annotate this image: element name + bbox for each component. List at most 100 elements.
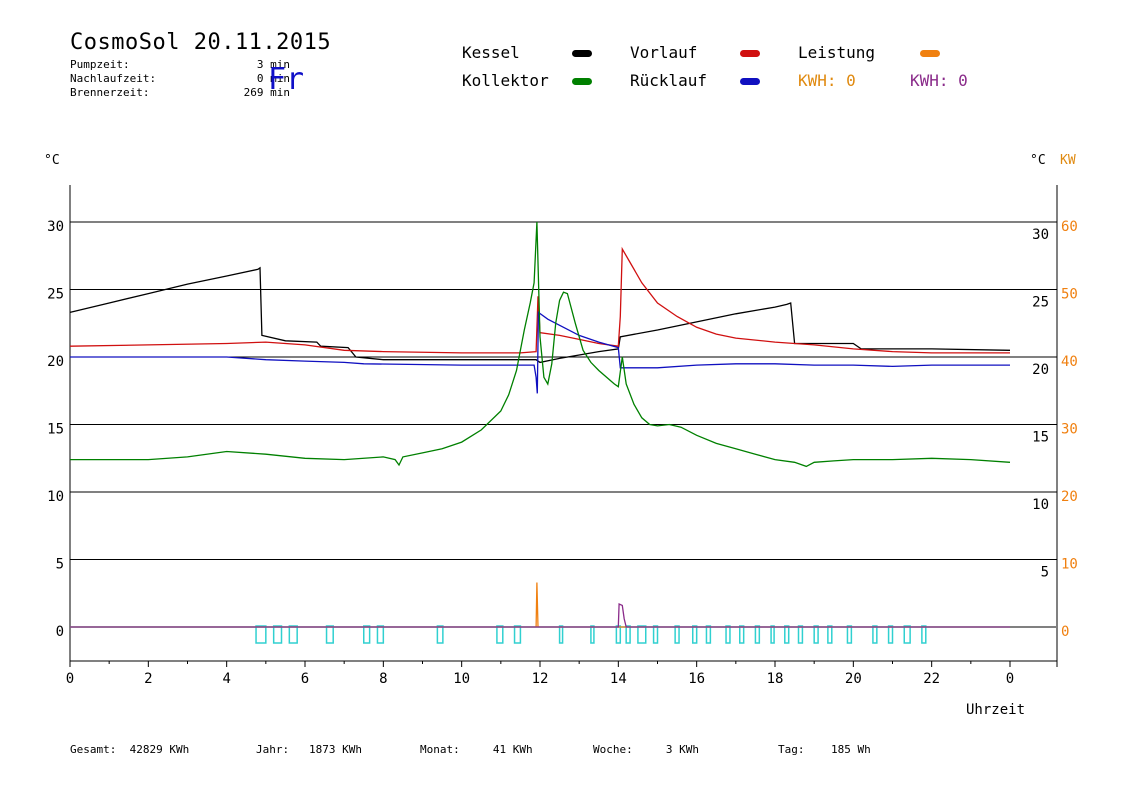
footer-label: Tag:	[778, 743, 805, 756]
pump-pulse	[625, 625, 631, 644]
info-label: Brennerzeit:	[70, 86, 150, 99]
series-rcklauf	[70, 311, 1010, 394]
legend-vorlauf: Vorlauf	[630, 43, 698, 62]
pump-pulse	[705, 625, 712, 644]
y-tick-label-left: 30	[47, 219, 64, 235]
x-tick-label: 2	[144, 671, 152, 687]
pump-pulse	[813, 625, 819, 644]
pump-pulse	[872, 625, 878, 644]
y-tick-label-right: 10	[1032, 497, 1049, 513]
legend-kessel-swatch	[572, 50, 592, 57]
pump-pulse	[272, 625, 283, 644]
pump-pulse	[376, 625, 385, 644]
x-tick-label: 4	[222, 671, 230, 687]
legend-kwh-leistung: KWH: 0	[798, 71, 856, 90]
x-tick-label: 0	[66, 671, 74, 687]
pump-pulse	[739, 625, 745, 644]
y-tick-label-right: 20	[1032, 362, 1049, 378]
chart-title: CosmoSol 20.11.2015	[70, 30, 332, 55]
x-tick-label: 14	[610, 671, 627, 687]
pump-pulse	[325, 625, 334, 644]
x-tick-label: 0	[1006, 671, 1014, 687]
series-pumpe	[70, 625, 1010, 644]
footer-value: 185 Wh	[831, 743, 871, 756]
legend-kwh-secondary: KWH: 0	[910, 71, 968, 90]
y-tick-label-kw: 40	[1061, 354, 1078, 370]
footer-monat: Monat: 41 KWh	[420, 743, 533, 756]
footer-gesamt: Gesamt: 42829 KWh	[70, 743, 189, 756]
x-tick-label: 18	[767, 671, 784, 687]
pump-pulse	[903, 625, 911, 644]
x-tick-label: 6	[301, 671, 309, 687]
x-tick-label: 16	[688, 671, 705, 687]
y-tick-label-left: 25	[47, 287, 64, 303]
footer-label: Monat:	[420, 743, 460, 756]
pump-pulse	[770, 625, 775, 644]
footer-value: 42829 KWh	[129, 743, 190, 756]
legend-ruecklauf-swatch	[740, 78, 760, 85]
pump-pulse	[255, 625, 267, 644]
pump-pulse	[887, 625, 894, 644]
footer-jahr: Jahr: 1873 KWh	[256, 743, 362, 756]
y-tick-label-left: 20	[47, 354, 64, 370]
pump-pulse	[637, 625, 647, 644]
x-tick-label: 20	[845, 671, 862, 687]
pump-pulse	[784, 625, 790, 644]
pump-pulse	[590, 625, 595, 644]
footer-woche: Woche: 3 KWh	[593, 743, 699, 756]
info-label: Nachlaufzeit:	[70, 72, 157, 85]
y-tick-label-right: 25	[1032, 295, 1049, 311]
x-tick-label: 22	[923, 671, 940, 687]
y-tick-label-kw: 0	[1061, 624, 1069, 640]
pump-pulse	[692, 625, 698, 644]
pump-pulse	[513, 625, 522, 644]
weekday-label: Fr	[268, 62, 305, 97]
legend-kessel: Kessel	[462, 43, 520, 62]
right-axis-unit-celsius: °C	[1030, 153, 1046, 168]
y-tick-label-kw: 60	[1061, 219, 1078, 235]
footer-label: Woche:	[593, 743, 633, 756]
y-tick-label-kw: 10	[1061, 557, 1078, 573]
y-tick-label-kw: 50	[1061, 287, 1078, 303]
pump-pulse	[827, 625, 833, 644]
pump-pulse	[921, 625, 927, 644]
series-kwh	[70, 603, 1010, 628]
legend-kollektor-swatch	[572, 78, 592, 85]
info-value: 0 min	[256, 72, 290, 85]
info-value: 3 min	[256, 58, 290, 71]
footer-value: 3 KWh	[665, 743, 699, 756]
footer-value: 41 KWh	[492, 743, 533, 756]
series-kessel	[69, 266, 1011, 364]
y-tick-label-kw: 30	[1061, 422, 1078, 438]
y-tick-label-right: 15	[1032, 430, 1049, 446]
series-kollektor	[70, 221, 1011, 468]
y-tick-label-left: 10	[47, 489, 64, 505]
legend-vorlauf-swatch	[740, 50, 760, 57]
pump-pulse	[652, 625, 659, 644]
y-tick-label-right: 30	[1032, 227, 1049, 243]
info-nachlaufzeit: Nachlaufzeit: 0 min	[70, 72, 290, 85]
pump-pulse	[558, 625, 564, 644]
x-tick-label: 12	[532, 671, 549, 687]
footer-value: 1873 KWh	[309, 743, 362, 756]
x-axis-label: Uhrzeit	[966, 702, 1026, 718]
legend-ruecklauf: Rücklauf	[630, 71, 708, 90]
pump-pulse	[797, 625, 804, 644]
x-tick-label: 10	[453, 671, 470, 687]
legend-leistung: Leistung	[798, 43, 876, 62]
info-brennerzeit: Brennerzeit: 269 min	[70, 86, 290, 99]
info-value: 269 min	[243, 86, 290, 99]
pump-pulse	[674, 625, 680, 644]
legend-leistung-swatch	[920, 50, 940, 57]
y-tick-label-left: 15	[47, 422, 64, 438]
pump-pulse	[754, 625, 761, 644]
footer-tag: Tag: 185 Wh	[778, 743, 871, 756]
series-leistung	[70, 582, 1010, 628]
series-vorlauf	[69, 246, 1010, 354]
pump-pulse	[288, 625, 298, 644]
pump-pulse	[615, 625, 622, 644]
pump-pulse	[363, 625, 371, 644]
y-tick-label-kw: 20	[1061, 489, 1078, 505]
pump-pulse	[496, 625, 504, 644]
